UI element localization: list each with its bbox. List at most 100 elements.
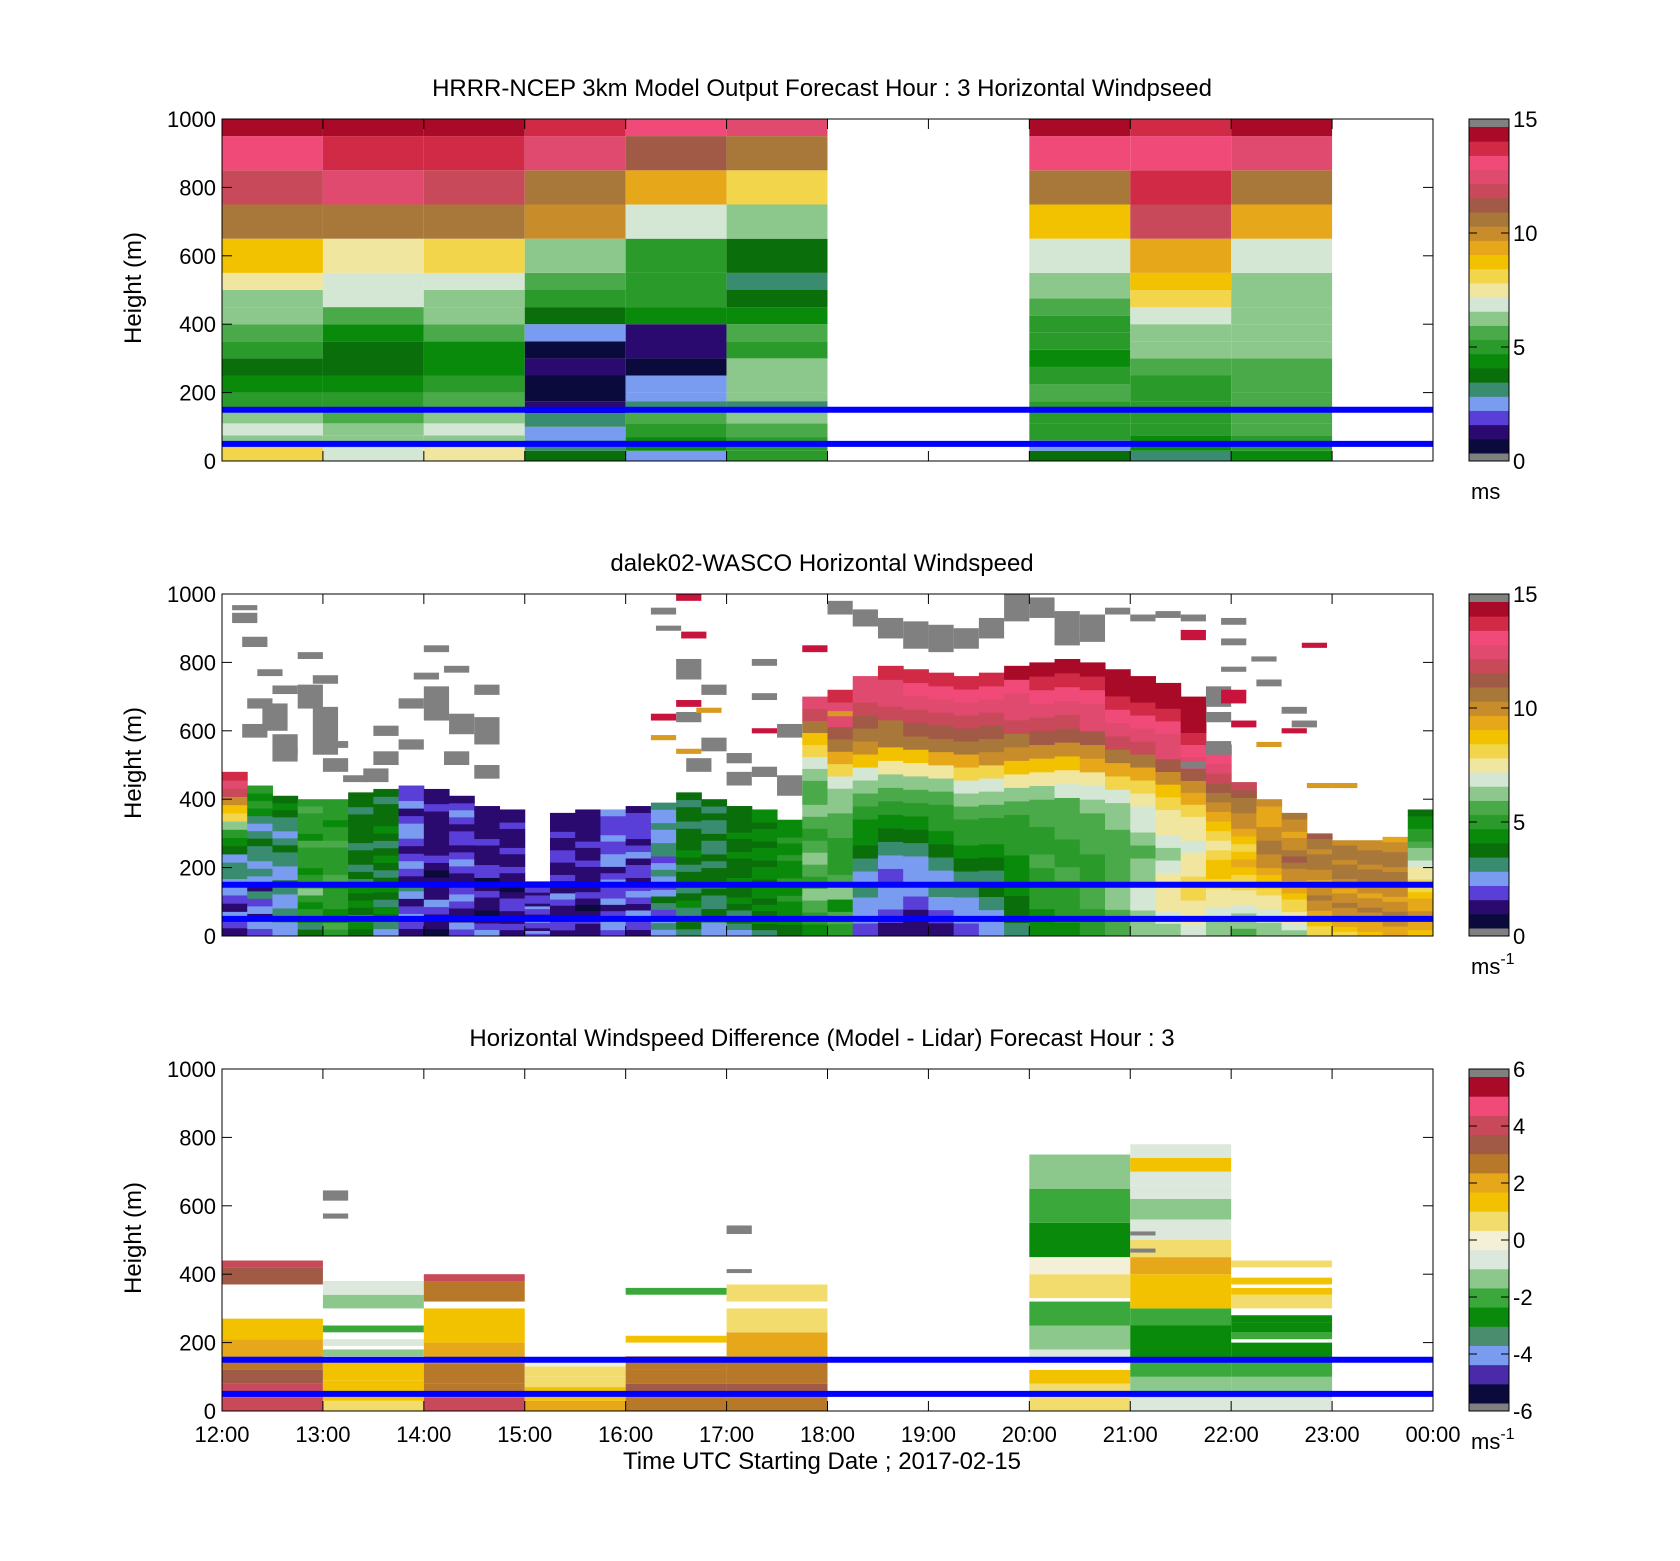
heatmap-cell <box>1130 715 1156 729</box>
heatmap-cell <box>524 927 551 932</box>
heatmap-cell <box>1079 799 1106 814</box>
heatmap-cell <box>1105 869 1131 884</box>
colorbar-swatch <box>1469 240 1509 256</box>
data-segment <box>322 741 349 748</box>
heatmap-cell <box>877 827 904 842</box>
heatmap-cell <box>600 910 627 918</box>
data-segment <box>751 728 778 734</box>
heatmap-cell <box>625 890 652 898</box>
heatmap-cell <box>701 874 728 882</box>
colorbar-swatch <box>1469 630 1509 646</box>
data-segment <box>1105 607 1131 615</box>
heatmap-cell <box>1205 926 1232 937</box>
heatmap-cell <box>1382 926 1409 932</box>
heatmap-cell <box>777 872 803 879</box>
colorbar-swatch <box>1469 1230 1509 1251</box>
heatmap-cell <box>650 869 677 877</box>
heatmap-cell <box>575 847 601 855</box>
heatmap-cell <box>1281 849 1308 857</box>
heatmap-cell <box>852 832 879 846</box>
heatmap-cell <box>1029 703 1056 718</box>
heatmap-cell <box>322 447 424 461</box>
heatmap-cell <box>1407 860 1434 867</box>
heatmap-cell <box>726 851 753 859</box>
heatmap-cell <box>1004 827 1030 842</box>
heatmap-cell <box>247 860 273 869</box>
heatmap-cell <box>676 849 702 858</box>
heatmap-cell <box>474 910 501 918</box>
heatmap-cell <box>1130 1198 1232 1220</box>
heatmap-cell <box>1155 834 1182 848</box>
heatmap-cell <box>222 204 323 239</box>
heatmap-cell <box>398 853 425 862</box>
heatmap-cell <box>297 840 324 848</box>
heatmap-cell <box>777 831 803 838</box>
heatmap-cell <box>1231 835 1257 845</box>
colorbar-swatch <box>1469 127 1509 142</box>
heatmap-cell <box>928 685 955 700</box>
heatmap-cell <box>1231 1332 1333 1340</box>
data-segment <box>1332 782 1358 789</box>
heatmap-cell <box>398 815 425 824</box>
heatmap-cell <box>852 715 879 729</box>
heatmap-cell <box>499 929 526 937</box>
heatmap-cell <box>650 909 677 917</box>
heatmap-cell <box>600 885 627 893</box>
heatmap-cell <box>1306 905 1333 911</box>
heatmap-cell <box>600 828 627 836</box>
colorbar-swatch <box>1469 212 1509 227</box>
heatmap-cell <box>474 890 501 898</box>
heatmap-cell <box>676 885 702 894</box>
data-segment <box>978 617 1005 639</box>
heatmap-cell <box>575 822 601 829</box>
heatmap-cell <box>928 698 955 713</box>
y-tick-label: 0 <box>204 924 216 949</box>
heatmap-cell <box>1180 804 1207 817</box>
colorbar-swatch <box>1469 226 1509 241</box>
heatmap-cell <box>978 738 1005 753</box>
heatmap-cell <box>676 900 702 908</box>
heatmap-cell <box>777 877 803 885</box>
heatmap-cell <box>676 892 702 901</box>
heatmap-cell <box>1231 843 1257 852</box>
y-axis-label: Height (m) <box>120 232 147 344</box>
heatmap-cell <box>1205 782 1232 793</box>
heatmap-cell <box>650 902 677 910</box>
heatmap-cell <box>751 853 778 861</box>
heatmap-cell <box>222 804 248 814</box>
heatmap-cell <box>1029 744 1056 759</box>
heatmap-cell <box>751 885 778 893</box>
heatmap-cell <box>701 901 728 910</box>
heatmap-cell <box>247 905 273 914</box>
heatmap-cell <box>1130 1274 1232 1309</box>
heatmap-cell <box>1029 1274 1131 1299</box>
heatmap-cell <box>600 872 627 880</box>
colorbar-swatch <box>1469 1134 1509 1155</box>
data-segment <box>726 753 752 764</box>
heatmap-cell <box>1029 853 1056 869</box>
heatmap-cell <box>1231 272 1333 290</box>
heatmap-cell <box>1029 1301 1131 1326</box>
heatmap-cell <box>751 841 778 848</box>
data-segment <box>242 723 268 738</box>
heatmap-cell <box>1105 775 1131 790</box>
heatmap-cell <box>423 1397 525 1411</box>
heatmap-cell <box>499 898 526 905</box>
heatmap-cell <box>726 1284 828 1302</box>
heatmap-cell <box>676 792 702 801</box>
heatmap-cell <box>625 324 727 359</box>
heatmap-cell <box>1231 1287 1333 1295</box>
data-segment <box>413 672 439 680</box>
data-segment <box>272 747 298 762</box>
heatmap-cell <box>1180 780 1207 793</box>
heatmap-cell <box>625 409 727 424</box>
heatmap-cell <box>1079 730 1106 745</box>
heatmap-cell <box>1029 1397 1131 1411</box>
colorbar-swatch <box>1469 1115 1509 1136</box>
heatmap-cell <box>777 930 803 937</box>
y-tick-label: 800 <box>179 175 216 200</box>
heatmap-cell <box>272 900 299 909</box>
heatmap-cell <box>877 922 904 937</box>
heatmap-cell <box>903 722 929 737</box>
heatmap-cell <box>726 858 753 866</box>
